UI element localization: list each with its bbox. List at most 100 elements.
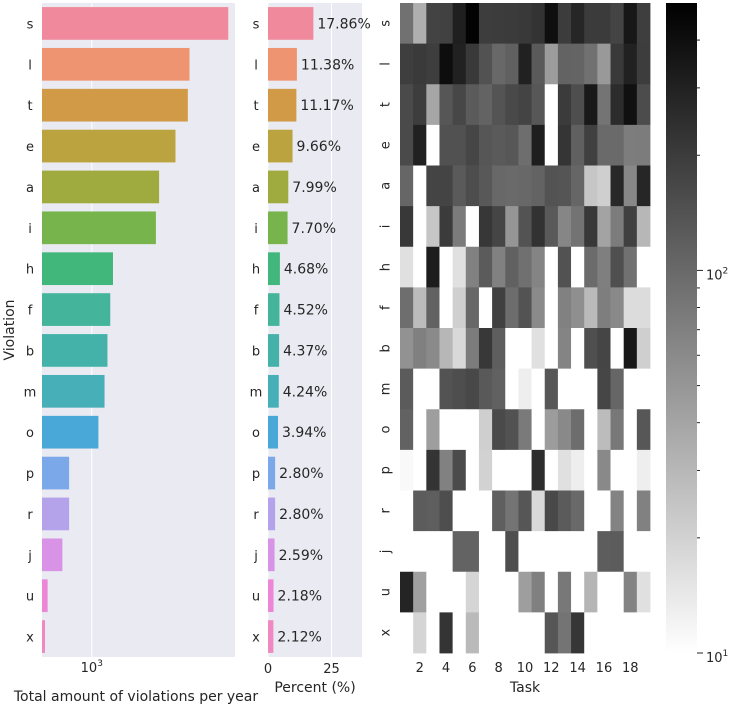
percent-y-tick-i: i xyxy=(254,222,258,237)
heatmap-cell-u-11 xyxy=(531,571,546,613)
percent-label-e: 9.66% xyxy=(297,139,341,155)
heatmap-cell-s-6 xyxy=(465,3,480,45)
heatmap-cell-j-11 xyxy=(531,531,546,573)
heatmap-cell-l-19 xyxy=(636,43,651,85)
x-tick-label: 103 xyxy=(81,659,103,676)
bar-s xyxy=(42,7,229,40)
heatmap-cell-s-19 xyxy=(636,3,651,45)
task-x-tick: 2 xyxy=(416,661,424,676)
heatmap-cell-i-17 xyxy=(610,206,625,248)
heatmap-cell-j-19 xyxy=(636,531,651,573)
y-tick-b: b xyxy=(26,344,34,359)
heatmap-cell-h-9 xyxy=(505,246,519,288)
heatmap-cell-i-18 xyxy=(623,206,638,248)
heatmap-cell-l-15 xyxy=(584,43,598,85)
heatmap-cell-u-10 xyxy=(518,571,532,613)
heatmap-cell-j-2 xyxy=(413,531,427,573)
heatmap-cell-h-18 xyxy=(623,246,638,288)
heatmap-cell-f-19 xyxy=(636,287,651,329)
heatmap-cell-l-14 xyxy=(571,43,585,85)
heatmap-cell-a-2 xyxy=(413,165,427,207)
heatmap-cell-u-7 xyxy=(478,571,493,613)
percent-bar-i xyxy=(268,211,288,245)
percent-y-tick-f: f xyxy=(254,304,259,319)
bar-j xyxy=(42,538,63,572)
heatmap-cell-x-9 xyxy=(505,612,519,654)
heatmap-cell-x-5 xyxy=(452,612,467,654)
heatmap-cell-i-6 xyxy=(465,206,480,248)
heatmap-cell-r-17 xyxy=(610,490,625,532)
heatmap-cell-a-11 xyxy=(531,165,546,207)
heatmap-cell-l-11 xyxy=(531,43,546,85)
heatmap-cell-e-2 xyxy=(413,124,427,166)
heatmap-cell-i-14 xyxy=(571,206,585,248)
heatmap-cell-a-12 xyxy=(544,165,559,207)
percent-label-i: 7.70% xyxy=(292,221,336,237)
heatmap-y-tick-s: s xyxy=(379,20,394,27)
heatmap-y-tick-j: j xyxy=(379,550,394,555)
heatmap-cell-o-5 xyxy=(452,409,467,451)
heatmap-cell-r-10 xyxy=(518,490,532,532)
heatmap-cell-m-11 xyxy=(531,368,546,410)
heatmap-cell-m-10 xyxy=(518,368,532,410)
heatmap-cell-b-10 xyxy=(518,328,532,370)
percent-bar-u xyxy=(268,579,274,613)
heatmap-cell-p-12 xyxy=(544,449,559,491)
heatmap-cell-o-9 xyxy=(505,409,519,451)
heatmap-cell-s-3 xyxy=(426,3,440,45)
bar-m xyxy=(42,374,105,408)
heatmap-cell-o-6 xyxy=(465,409,480,451)
task-x-tick: 14 xyxy=(569,661,586,676)
heatmap-cell-m-16 xyxy=(597,368,611,410)
heatmap-y-tick-i: i xyxy=(379,225,394,229)
heatmap-cell-j-7 xyxy=(478,531,493,573)
heatmap-cell-s-9 xyxy=(505,3,519,45)
heatmap-cell-h-14 xyxy=(571,246,585,288)
heatmap-cell-i-12 xyxy=(544,206,559,248)
heatmap-cell-h-2 xyxy=(413,246,427,288)
heatmap-cell-a-4 xyxy=(439,165,454,207)
heatmap-cell-b-18 xyxy=(623,328,638,370)
heatmap-cell-s-17 xyxy=(610,3,625,45)
heatmap-cell-x-2 xyxy=(413,612,427,654)
heatmap-cell-l-7 xyxy=(478,43,493,85)
heatmap-cell-m-4 xyxy=(439,368,454,410)
heatmap-cell-i-4 xyxy=(439,206,454,248)
heatmap-cell-s-8 xyxy=(492,3,506,45)
heatmap-cell-x-16 xyxy=(597,612,611,654)
heatmap-cell-a-15 xyxy=(584,165,598,207)
heatmap-cell-f-7 xyxy=(478,287,493,329)
heatmap-cell-o-2 xyxy=(413,409,427,451)
heatmap-cell-e-4 xyxy=(439,124,454,166)
heatmap-cell-r-12 xyxy=(544,490,559,532)
heatmap-cell-l-16 xyxy=(597,43,611,85)
heatmap-cell-r-1 xyxy=(400,490,414,532)
heatmap-cell-e-3 xyxy=(426,124,440,166)
heatmap-cell-p-6 xyxy=(465,449,480,491)
percent-x-tick: 0 xyxy=(264,662,272,677)
violation-axis-label: Violation xyxy=(2,299,18,360)
heatmap-y-tick-a: a xyxy=(379,182,394,190)
percent-label-t: 11.17% xyxy=(300,98,353,114)
heatmap-cell-p-8 xyxy=(492,449,506,491)
percent-y-tick-p: p xyxy=(252,467,260,482)
percent-label-j: 2.59% xyxy=(279,548,323,564)
heatmap-cell-x-13 xyxy=(557,612,572,654)
heatmap-cell-m-6 xyxy=(465,368,480,410)
heatmap-cell-b-19 xyxy=(636,328,651,370)
heatmap-cell-j-13 xyxy=(557,531,572,573)
heatmap-cell-s-7 xyxy=(478,3,493,45)
heatmap-cell-h-7 xyxy=(478,246,493,288)
heatmap-cell-b-4 xyxy=(439,328,454,370)
heatmap-cell-a-10 xyxy=(518,165,532,207)
heatmap-cell-h-11 xyxy=(531,246,546,288)
heatmap-y-tick-e: e xyxy=(379,141,394,149)
percent-y-tick-m: m xyxy=(250,385,263,400)
heatmap-cell-e-18 xyxy=(623,124,638,166)
percent-y-tick-x: x xyxy=(252,631,260,646)
heatmap-cell-e-16 xyxy=(597,124,611,166)
percent-bar-j xyxy=(268,538,275,572)
heatmap-cell-t-11 xyxy=(531,84,546,126)
heatmap-cell-o-11 xyxy=(531,409,546,451)
heatmap-cell-o-3 xyxy=(426,409,440,451)
